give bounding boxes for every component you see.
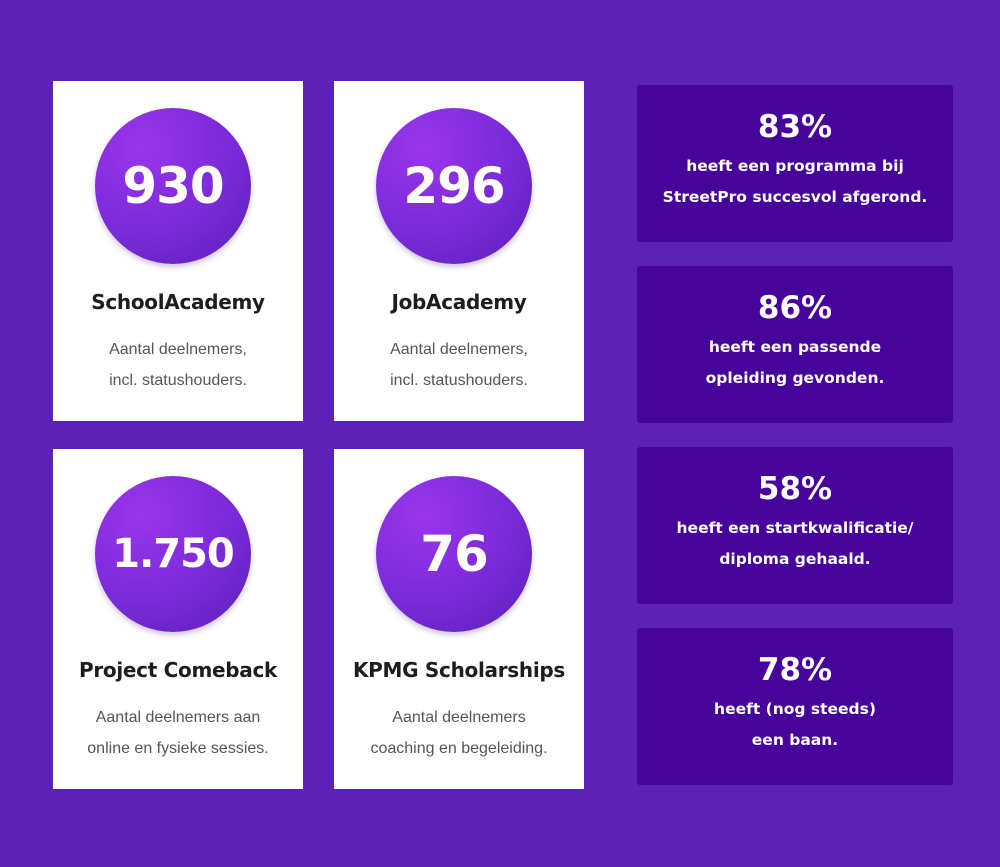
program-title: JobAcademy xyxy=(391,290,527,314)
program-description: Aantal deelnemers, incl. statushouders. xyxy=(53,334,303,396)
count-circle: 296 xyxy=(376,108,532,264)
stat-description: heeft (nog steeds) een baan. xyxy=(637,694,953,756)
stat-box-qualification: 58% heeft een startkwalificatie/ diploma… xyxy=(637,447,953,604)
stat-percentage: 83% xyxy=(757,109,833,145)
count-circle: 930 xyxy=(95,108,251,264)
description-line: Aantal deelnemers xyxy=(392,709,526,726)
stat-description: heeft een passende opleiding gevonden. xyxy=(637,332,953,394)
program-title: SchoolAcademy xyxy=(91,290,265,314)
stat-line: diploma gehaald. xyxy=(719,550,871,568)
stat-box-education: 86% heeft een passende opleiding gevonde… xyxy=(637,266,953,423)
description-line: online en fysieke sessies. xyxy=(87,740,269,757)
stat-line: een baan. xyxy=(751,731,839,749)
stat-box-job: 78% heeft (nog steeds) een baan. xyxy=(637,628,953,785)
stat-line: heeft (nog steeds) xyxy=(714,700,876,718)
stat-description: heeft een programma bij StreetPro succes… xyxy=(637,151,953,213)
description-line: Aantal deelnemers, xyxy=(109,341,247,358)
description-line: Aantal deelnemers aan xyxy=(95,709,261,726)
participant-count: 1.750 xyxy=(112,531,235,577)
stat-box-completed: 83% heeft een programma bij StreetPro su… xyxy=(637,85,953,242)
stat-line: heeft een passende xyxy=(708,338,882,356)
program-title: Project Comeback xyxy=(78,658,278,682)
participant-count: 296 xyxy=(403,157,505,215)
stat-percentage: 86% xyxy=(757,290,833,326)
stat-line: StreetPro succesvol afgerond. xyxy=(662,188,928,206)
stat-description: heeft een startkwalificatie/ diploma geh… xyxy=(637,513,953,575)
description-line: incl. statushouders. xyxy=(390,372,528,389)
program-card-project-comeback: 1.750 Project Comeback Aantal deelnemers… xyxy=(53,449,303,789)
program-description: Aantal deelnemers, incl. statushouders. xyxy=(334,334,584,396)
stat-line: heeft een programma bij xyxy=(686,157,904,175)
stat-line: heeft een startkwalificatie/ xyxy=(676,519,914,537)
program-description: Aantal deelnemers aan online en fysieke … xyxy=(53,702,303,764)
stat-line: opleiding gevonden. xyxy=(705,369,885,387)
program-card-kpmg-scholarships: 76 KPMG Scholarships Aantal deelnemers c… xyxy=(334,449,584,789)
program-description: Aantal deelnemers coaching en begeleidin… xyxy=(334,702,584,764)
program-card-jobacademy: 296 JobAcademy Aantal deelnemers, incl. … xyxy=(334,81,584,421)
participant-count: 76 xyxy=(420,525,489,583)
count-circle: 1.750 xyxy=(95,476,251,632)
participant-count: 930 xyxy=(122,157,224,215)
description-line: coaching en begeleiding. xyxy=(370,740,548,757)
description-line: incl. statushouders. xyxy=(109,372,247,389)
stat-percentage: 78% xyxy=(757,652,833,688)
count-circle: 76 xyxy=(376,476,532,632)
description-line: Aantal deelnemers, xyxy=(390,341,528,358)
program-card-schoolacademy: 930 SchoolAcademy Aantal deelnemers, inc… xyxy=(53,81,303,421)
stat-percentage: 58% xyxy=(757,471,833,507)
program-title: KPMG Scholarships xyxy=(352,658,565,682)
